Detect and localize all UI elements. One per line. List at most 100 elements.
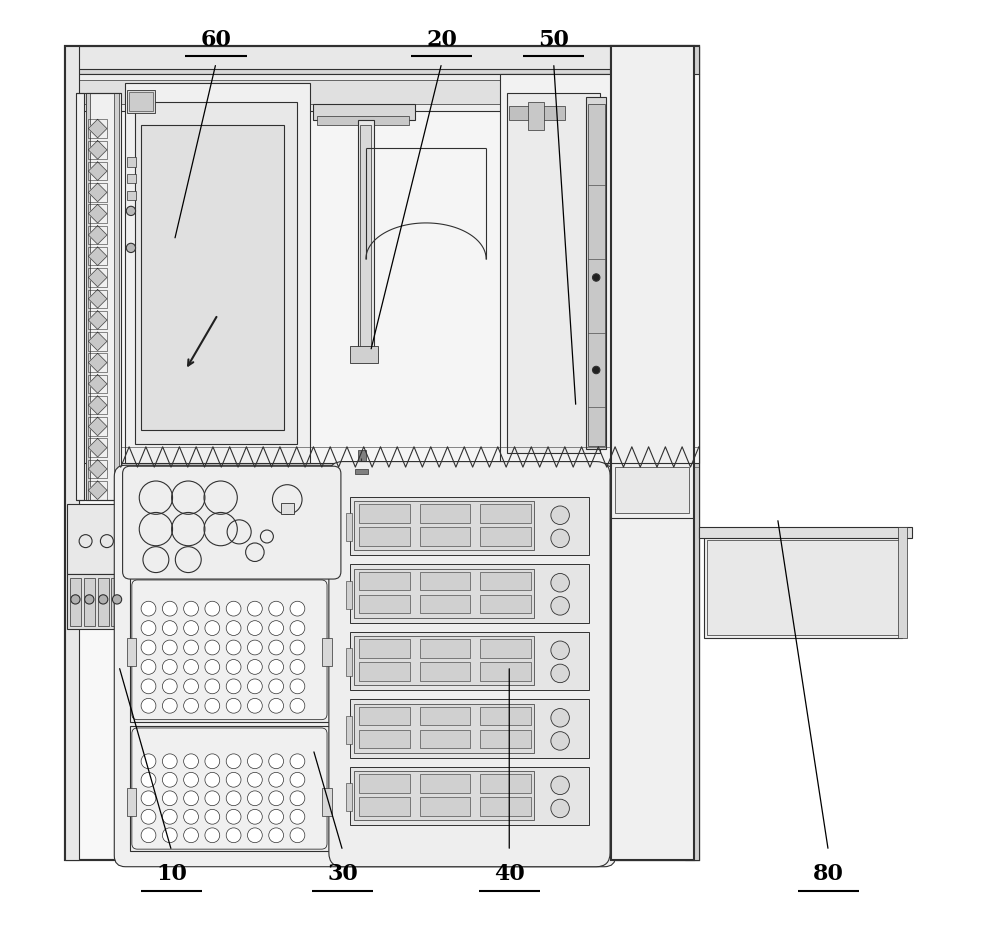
FancyBboxPatch shape: [132, 580, 327, 720]
Circle shape: [269, 679, 284, 694]
Bar: [88, 247, 107, 265]
Bar: [480, 595, 531, 613]
Circle shape: [551, 709, 569, 727]
Text: 80: 80: [813, 863, 844, 885]
Polygon shape: [88, 375, 107, 393]
Circle shape: [269, 754, 284, 769]
Bar: [317, 116, 409, 125]
Bar: [350, 497, 589, 555]
Bar: [114, 92, 119, 500]
Bar: [84, 578, 95, 626]
Circle shape: [290, 679, 305, 694]
Circle shape: [551, 799, 569, 818]
Bar: [121, 467, 611, 860]
Circle shape: [85, 595, 94, 604]
Bar: [88, 204, 107, 223]
Bar: [88, 226, 107, 244]
Circle shape: [551, 597, 569, 615]
Bar: [88, 268, 107, 287]
Bar: [88, 375, 107, 393]
Circle shape: [290, 698, 305, 713]
Circle shape: [226, 640, 241, 655]
Bar: [70, 578, 81, 626]
Circle shape: [71, 595, 80, 604]
Polygon shape: [88, 141, 107, 159]
Bar: [359, 707, 410, 725]
Bar: [480, 707, 531, 725]
Circle shape: [162, 679, 177, 694]
Circle shape: [247, 828, 262, 843]
Circle shape: [126, 206, 136, 216]
Circle shape: [184, 828, 198, 843]
Circle shape: [141, 621, 156, 635]
Bar: [586, 97, 606, 449]
Bar: [615, 467, 689, 513]
Bar: [130, 726, 329, 851]
Circle shape: [592, 366, 600, 374]
Bar: [127, 174, 136, 183]
Bar: [76, 92, 84, 500]
Bar: [359, 504, 410, 523]
Bar: [65, 74, 611, 111]
Circle shape: [247, 660, 262, 674]
Bar: [98, 578, 109, 626]
Bar: [88, 290, 107, 308]
Bar: [86, 92, 90, 500]
Circle shape: [184, 660, 198, 674]
Bar: [358, 450, 366, 461]
Polygon shape: [88, 162, 107, 180]
Text: 30: 30: [327, 863, 358, 885]
Circle shape: [290, 809, 305, 824]
Circle shape: [551, 506, 569, 524]
Circle shape: [226, 698, 241, 713]
Bar: [359, 595, 410, 613]
Bar: [322, 638, 332, 666]
Polygon shape: [88, 481, 107, 500]
Circle shape: [162, 828, 177, 843]
Circle shape: [290, 754, 305, 769]
Bar: [898, 527, 907, 638]
Bar: [359, 527, 410, 546]
Bar: [346, 581, 352, 609]
Bar: [359, 662, 410, 681]
Circle shape: [551, 732, 569, 750]
Bar: [346, 513, 352, 541]
Polygon shape: [88, 396, 107, 414]
Circle shape: [247, 772, 262, 787]
Bar: [360, 125, 371, 347]
Circle shape: [226, 754, 241, 769]
Bar: [354, 569, 534, 618]
Polygon shape: [88, 438, 107, 457]
Bar: [480, 504, 531, 523]
Circle shape: [162, 621, 177, 635]
Circle shape: [226, 772, 241, 787]
Circle shape: [141, 679, 156, 694]
Circle shape: [226, 660, 241, 674]
Circle shape: [184, 754, 198, 769]
FancyBboxPatch shape: [123, 466, 341, 579]
Circle shape: [99, 595, 108, 604]
Bar: [704, 536, 902, 638]
Bar: [346, 783, 352, 811]
Bar: [588, 104, 605, 446]
Polygon shape: [88, 332, 107, 351]
Bar: [67, 504, 127, 574]
Bar: [354, 501, 534, 550]
Text: 60: 60: [201, 29, 231, 51]
Circle shape: [226, 809, 241, 824]
FancyBboxPatch shape: [132, 728, 327, 849]
Circle shape: [592, 274, 600, 281]
Bar: [141, 125, 284, 430]
Polygon shape: [88, 460, 107, 478]
Bar: [480, 774, 531, 793]
FancyBboxPatch shape: [114, 465, 616, 867]
Circle shape: [141, 828, 156, 843]
Circle shape: [226, 679, 241, 694]
Bar: [480, 797, 531, 816]
Circle shape: [551, 641, 569, 660]
Bar: [88, 162, 107, 180]
Bar: [611, 46, 699, 860]
Circle shape: [141, 698, 156, 713]
Bar: [86, 92, 121, 500]
Bar: [350, 564, 589, 623]
